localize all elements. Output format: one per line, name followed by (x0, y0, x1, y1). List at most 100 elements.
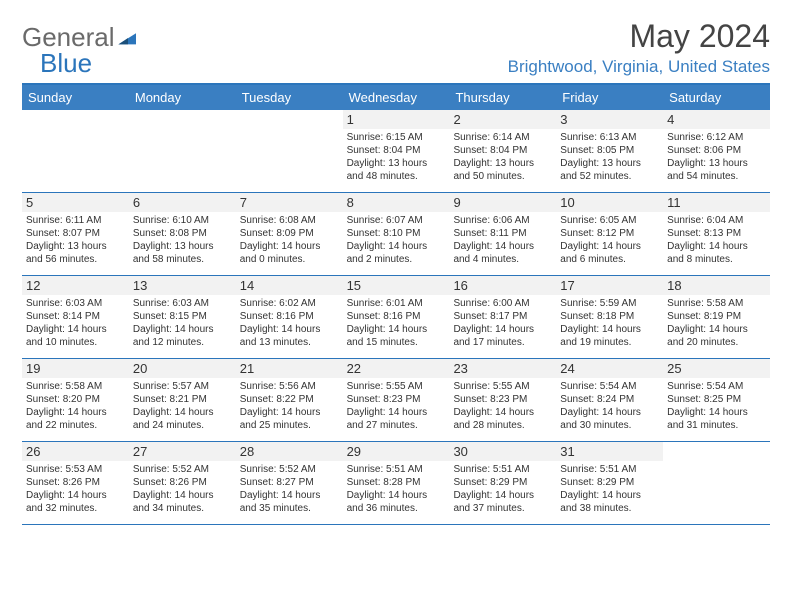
week-row: 5Sunrise: 6:11 AMSunset: 8:07 PMDaylight… (22, 193, 770, 276)
week-row: 19Sunrise: 5:58 AMSunset: 8:20 PMDayligh… (22, 359, 770, 442)
day-header: Thursday (449, 85, 556, 110)
day-info: Sunrise: 6:02 AMSunset: 8:16 PMDaylight:… (240, 297, 339, 349)
day-info: Sunrise: 5:58 AMSunset: 8:19 PMDaylight:… (667, 297, 766, 349)
day-info: Sunrise: 5:51 AMSunset: 8:29 PMDaylight:… (560, 463, 659, 515)
day-info: Sunrise: 6:13 AMSunset: 8:05 PMDaylight:… (560, 131, 659, 183)
day-info: Sunrise: 6:05 AMSunset: 8:12 PMDaylight:… (560, 214, 659, 266)
day-cell: 29Sunrise: 5:51 AMSunset: 8:28 PMDayligh… (343, 442, 450, 524)
calendar: SundayMondayTuesdayWednesdayThursdayFrid… (22, 83, 770, 525)
day-number: 16 (449, 276, 556, 295)
day-number: 3 (556, 110, 663, 129)
day-info: Sunrise: 6:04 AMSunset: 8:13 PMDaylight:… (667, 214, 766, 266)
day-cell: 3 Sunrise: 6:13 AMSunset: 8:05 PMDaylight… (556, 110, 663, 192)
day-info: Sunrise: 6:10 AMSunset: 8:08 PMDaylight:… (133, 214, 232, 266)
empty-cell (236, 110, 343, 192)
day-number: 17 (556, 276, 663, 295)
day-cell: 8Sunrise: 6:07 AMSunset: 8:10 PMDaylight… (343, 193, 450, 275)
day-cell: 13 Sunrise: 6:03 AMSunset: 8:15 PMDayligh… (129, 276, 236, 358)
day-info: Sunrise: 6:00 AMSunset: 8:17 PMDaylight:… (453, 297, 552, 349)
empty-cell (22, 110, 129, 192)
day-number: 7 (236, 193, 343, 212)
empty-cell (129, 110, 236, 192)
day-number: 26 (22, 442, 129, 461)
day-info: Sunrise: 5:56 AMSunset: 8:22 PMDaylight:… (240, 380, 339, 432)
day-cell: 10 Sunrise: 6:05 AMSunset: 8:12 PMDayligh… (556, 193, 663, 275)
day-cell: 25Sunrise: 5:54 AMSunset: 8:25 PMDayligh… (663, 359, 770, 441)
day-info: Sunrise: 6:14 AMSunset: 8:04 PMDaylight:… (453, 131, 552, 183)
day-cell: 4 Sunrise: 6:12 AMSunset: 8:06 PMDaylight… (663, 110, 770, 192)
empty-cell (663, 442, 770, 524)
day-info: Sunrise: 5:53 AMSunset: 8:26 PMDaylight:… (26, 463, 125, 515)
day-cell: 20 Sunrise: 5:57 AMSunset: 8:21 PMDayligh… (129, 359, 236, 441)
day-number: 2 (449, 110, 556, 129)
day-info: Sunrise: 6:06 AMSunset: 8:11 PMDaylight:… (453, 214, 552, 266)
day-info: Sunrise: 5:57 AMSunset: 8:21 PMDaylight:… (133, 380, 232, 432)
day-number: 20 (129, 359, 236, 378)
day-cell: 9 Sunrise: 6:06 AMSunset: 8:11 PMDaylight… (449, 193, 556, 275)
day-info: Sunrise: 6:11 AMSunset: 8:07 PMDaylight:… (26, 214, 125, 266)
day-number: 29 (343, 442, 450, 461)
day-cell: 28 Sunrise: 5:52 AMSunset: 8:27 PMDayligh… (236, 442, 343, 524)
day-info: Sunrise: 5:59 AMSunset: 8:18 PMDaylight:… (560, 297, 659, 349)
day-number: 24 (556, 359, 663, 378)
day-cell: 19Sunrise: 5:58 AMSunset: 8:20 PMDayligh… (22, 359, 129, 441)
day-info: Sunrise: 5:54 AMSunset: 8:25 PMDaylight:… (667, 380, 766, 432)
day-number: 30 (449, 442, 556, 461)
day-number: 6 (129, 193, 236, 212)
day-info: Sunrise: 5:51 AMSunset: 8:29 PMDaylight:… (453, 463, 552, 515)
week-row: 1Sunrise: 6:15 AMSunset: 8:04 PMDaylight… (22, 110, 770, 193)
day-info: Sunrise: 6:12 AMSunset: 8:06 PMDaylight:… (667, 131, 766, 183)
day-cell: 30 Sunrise: 5:51 AMSunset: 8:29 PMDayligh… (449, 442, 556, 524)
week-row: 12 Sunrise: 6:03 AMSunset: 8:14 PMDayligh… (22, 276, 770, 359)
day-header: Saturday (663, 85, 770, 110)
day-number: 10 (556, 193, 663, 212)
day-cell: 27 Sunrise: 5:52 AMSunset: 8:26 PMDayligh… (129, 442, 236, 524)
day-number: 15 (343, 276, 450, 295)
day-info: Sunrise: 6:07 AMSunset: 8:10 PMDaylight:… (347, 214, 446, 266)
month-title: May 2024 (508, 18, 770, 55)
day-info: Sunrise: 6:01 AMSunset: 8:16 PMDaylight:… (347, 297, 446, 349)
logo: GeneralBlue (22, 18, 139, 76)
day-info: Sunrise: 6:03 AMSunset: 8:14 PMDaylight:… (26, 297, 125, 349)
day-number: 27 (129, 442, 236, 461)
day-cell: 12 Sunrise: 6:03 AMSunset: 8:14 PMDayligh… (22, 276, 129, 358)
location-text: Brightwood, Virginia, United States (508, 57, 770, 77)
day-info: Sunrise: 5:54 AMSunset: 8:24 PMDaylight:… (560, 380, 659, 432)
day-cell: 21 Sunrise: 5:56 AMSunset: 8:22 PMDayligh… (236, 359, 343, 441)
day-number: 22 (343, 359, 450, 378)
header: GeneralBlue May 2024 Brightwood, Virgini… (22, 18, 770, 77)
day-cell: 5Sunrise: 6:11 AMSunset: 8:07 PMDaylight… (22, 193, 129, 275)
day-header: Wednesday (343, 85, 450, 110)
day-info: Sunrise: 6:15 AMSunset: 8:04 PMDaylight:… (347, 131, 446, 183)
day-cell: 15 Sunrise: 6:01 AMSunset: 8:16 PMDayligh… (343, 276, 450, 358)
day-cell: 2 Sunrise: 6:14 AMSunset: 8:04 PMDaylight… (449, 110, 556, 192)
day-number: 9 (449, 193, 556, 212)
day-info: Sunrise: 6:08 AMSunset: 8:09 PMDaylight:… (240, 214, 339, 266)
day-cell: 7 Sunrise: 6:08 AMSunset: 8:09 PMDaylight… (236, 193, 343, 275)
day-info: Sunrise: 5:52 AMSunset: 8:27 PMDaylight:… (240, 463, 339, 515)
day-number: 31 (556, 442, 663, 461)
day-cell: 22Sunrise: 5:55 AMSunset: 8:23 PMDayligh… (343, 359, 450, 441)
day-cell: 31 Sunrise: 5:51 AMSunset: 8:29 PMDayligh… (556, 442, 663, 524)
day-cell: 18 Sunrise: 5:58 AMSunset: 8:19 PMDayligh… (663, 276, 770, 358)
day-number: 18 (663, 276, 770, 295)
day-header: Monday (129, 85, 236, 110)
day-number: 4 (663, 110, 770, 129)
day-number: 12 (22, 276, 129, 295)
day-number: 11 (663, 193, 770, 212)
day-cell: 23 Sunrise: 5:55 AMSunset: 8:23 PMDayligh… (449, 359, 556, 441)
day-number: 23 (449, 359, 556, 378)
day-info: Sunrise: 5:52 AMSunset: 8:26 PMDaylight:… (133, 463, 232, 515)
day-info: Sunrise: 6:03 AMSunset: 8:15 PMDaylight:… (133, 297, 232, 349)
day-cell: 24 Sunrise: 5:54 AMSunset: 8:24 PMDayligh… (556, 359, 663, 441)
day-number: 21 (236, 359, 343, 378)
day-info: Sunrise: 5:55 AMSunset: 8:23 PMDaylight:… (453, 380, 552, 432)
title-block: May 2024 Brightwood, Virginia, United St… (508, 18, 770, 77)
day-header: Friday (556, 85, 663, 110)
day-cell: 6 Sunrise: 6:10 AMSunset: 8:08 PMDaylight… (129, 193, 236, 275)
day-number: 13 (129, 276, 236, 295)
day-info: Sunrise: 5:58 AMSunset: 8:20 PMDaylight:… (26, 380, 125, 432)
day-number: 28 (236, 442, 343, 461)
day-cell: 1Sunrise: 6:15 AMSunset: 8:04 PMDaylight… (343, 110, 450, 192)
day-number: 14 (236, 276, 343, 295)
